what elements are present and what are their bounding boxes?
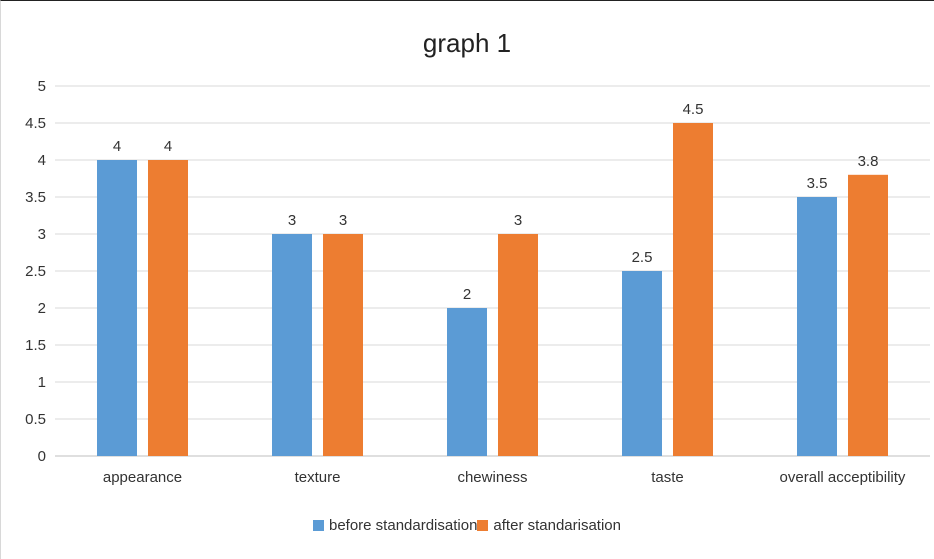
legend-item-after: after standarisation [477, 517, 621, 534]
y-tick-label: 3 [38, 226, 46, 243]
y-tick-label: 4.5 [25, 115, 46, 132]
data-label: 3 [514, 212, 522, 229]
y-tick-label: 0.5 [25, 411, 46, 428]
y-tick-label: 1.5 [25, 337, 46, 354]
bar-before [447, 308, 487, 456]
data-label: 4 [164, 138, 172, 155]
data-label: 3 [288, 212, 296, 229]
legend: before standardisation after standarisat… [0, 517, 934, 534]
bar-before [797, 197, 837, 456]
bars [97, 123, 888, 457]
y-tick-label: 2.5 [25, 263, 46, 280]
bar-after [148, 160, 188, 456]
data-label: 2.5 [632, 249, 653, 266]
bar-before [272, 234, 312, 456]
category-label: chewiness [457, 469, 527, 486]
chart-title: graph 1 [422, 28, 512, 58]
category-label: taste [651, 469, 684, 486]
bar-after [673, 123, 713, 456]
legend-label-before: before standardisation [328, 517, 478, 534]
bar-after [323, 234, 363, 456]
legend-swatch-before [312, 520, 324, 531]
y-tick-label: 3.5 [25, 189, 46, 206]
y-tick-label: 2 [38, 300, 46, 317]
data-label: 3 [339, 212, 347, 229]
data-label: 4 [113, 138, 121, 155]
category-label: overall acceptibility [780, 469, 906, 486]
y-tick-label: 4 [38, 152, 46, 169]
legend-item-before: before standardisation [312, 517, 478, 534]
data-label: 4.5 [683, 101, 704, 118]
data-labels: 4 4 3 3 2 3 2.5 4.5 3.5 3.8 [113, 101, 879, 303]
data-label: 2 [463, 286, 471, 303]
category-label: appearance [103, 469, 182, 486]
legend-label-after: after standarisation [493, 517, 621, 534]
bar-before [97, 160, 137, 456]
data-label: 3.5 [807, 175, 828, 192]
bar-after [848, 174, 888, 457]
y-axis-tick-labels: 0 0.5 1 1.5 2 2.5 3 3.5 4 4.5 5 [25, 78, 46, 465]
bar-after [498, 234, 538, 456]
gridlines [55, 85, 930, 457]
y-tick-label: 1 [38, 374, 46, 391]
legend-swatch-after [477, 520, 489, 531]
y-tick-label: 0 [38, 448, 46, 465]
y-tick-label: 5 [38, 78, 46, 95]
bar-before [622, 271, 662, 456]
x-axis-category-labels: appearance texture chewiness taste overall a… [103, 469, 906, 486]
data-label: 3.8 [858, 153, 879, 170]
category-label: texture [295, 469, 341, 486]
